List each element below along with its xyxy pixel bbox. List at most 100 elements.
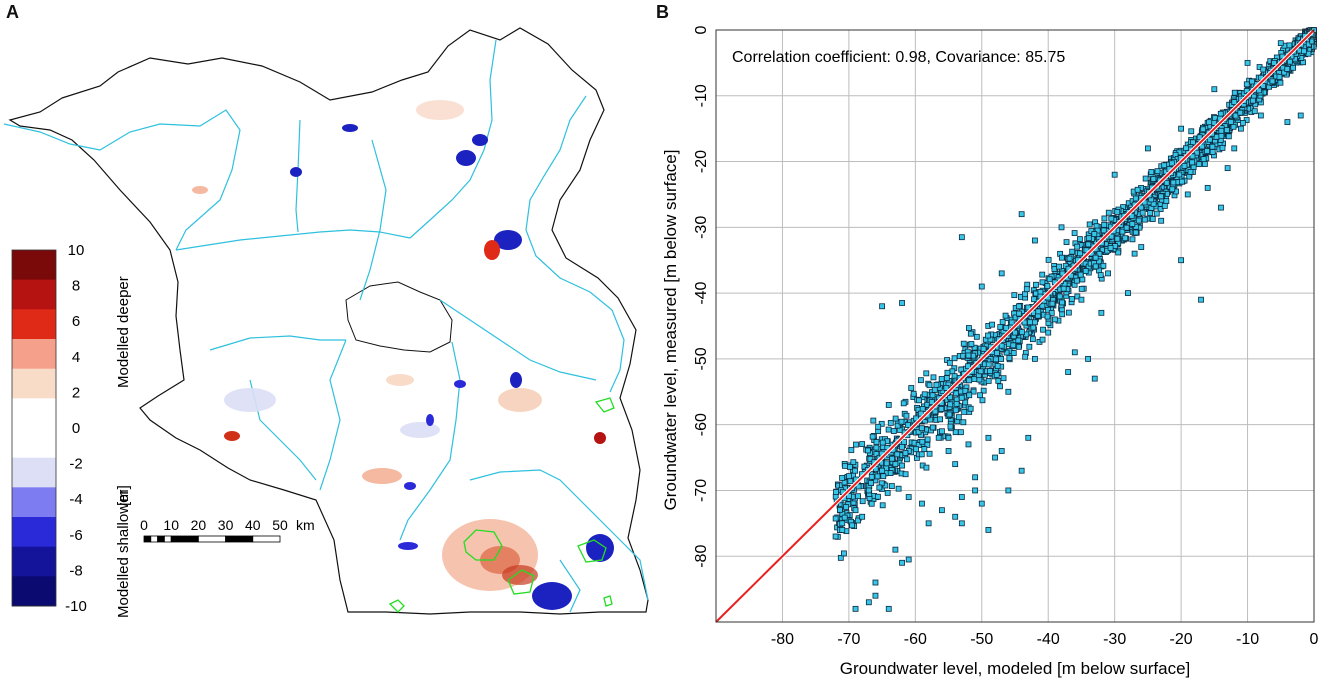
data-point <box>870 417 877 424</box>
data-point <box>1277 40 1284 47</box>
y-tick-label: -10 <box>693 84 710 107</box>
data-point <box>994 350 1000 356</box>
data-point <box>1046 276 1053 283</box>
data-point <box>1058 254 1065 261</box>
data-point <box>989 321 995 328</box>
data-point <box>913 446 920 453</box>
data-point <box>1224 165 1231 172</box>
data-point <box>1187 169 1194 175</box>
colorbar-swatch <box>12 517 56 548</box>
data-point <box>947 423 954 430</box>
data-point <box>1225 133 1232 140</box>
data-point <box>1249 97 1256 104</box>
data-point <box>921 446 928 452</box>
data-point <box>1078 285 1085 292</box>
data-point <box>931 386 938 393</box>
colorbar-swatch <box>12 487 56 518</box>
data-point <box>1206 119 1213 126</box>
data-point <box>946 359 953 366</box>
data-point <box>1163 179 1170 186</box>
data-point <box>908 385 915 391</box>
data-point <box>1023 286 1030 293</box>
shallower-patch <box>454 380 466 388</box>
data-point <box>924 441 931 448</box>
data-point <box>1189 159 1196 166</box>
data-point <box>1201 161 1208 167</box>
y-tick-label: -50 <box>693 347 710 370</box>
deeper-patch <box>498 388 542 412</box>
data-point <box>855 517 861 524</box>
data-point <box>1096 250 1103 257</box>
data-point <box>998 356 1005 362</box>
colorbar-swatch <box>12 457 56 488</box>
data-point <box>852 467 859 474</box>
shallower-patch <box>426 414 434 426</box>
data-point <box>1141 216 1148 223</box>
scale-bar-tick: 10 <box>163 517 179 533</box>
data-point <box>1189 153 1196 160</box>
data-point <box>1142 175 1149 182</box>
data-point <box>918 425 925 432</box>
data-point <box>1091 375 1098 382</box>
data-point <box>946 411 953 418</box>
data-point <box>899 559 905 566</box>
data-point <box>1196 134 1203 141</box>
data-point <box>1065 309 1072 316</box>
data-point <box>947 401 954 408</box>
data-point <box>1181 163 1188 169</box>
data-point <box>1059 311 1066 318</box>
data-point <box>985 527 992 533</box>
data-point <box>980 345 987 352</box>
data-point <box>1204 184 1211 191</box>
data-point <box>932 408 939 415</box>
data-point <box>832 515 839 522</box>
shallower-patch <box>398 542 418 550</box>
data-point <box>1026 343 1033 350</box>
data-point <box>1190 164 1197 171</box>
data-point <box>973 333 980 340</box>
data-point <box>868 500 875 507</box>
data-point <box>1309 38 1316 45</box>
data-point <box>1301 48 1307 55</box>
data-point <box>972 474 979 481</box>
data-point <box>994 363 1001 369</box>
data-point <box>1068 296 1075 302</box>
legend-label-shallower: Modelled shallower <box>115 490 132 618</box>
data-point <box>900 400 907 407</box>
data-point <box>868 480 875 486</box>
data-point <box>848 447 855 453</box>
data-point <box>1129 221 1136 227</box>
y-axis-label: Groundwater level, measured [m below sur… <box>661 150 680 511</box>
data-point <box>1260 66 1267 73</box>
data-point <box>839 475 845 481</box>
data-point <box>997 383 1003 390</box>
data-point <box>1238 125 1244 132</box>
data-point <box>999 319 1006 325</box>
data-point <box>1231 89 1238 96</box>
difference-patches <box>192 100 614 610</box>
colorbar-swatch <box>12 279 56 310</box>
river <box>209 335 346 351</box>
shallower-patch <box>404 482 416 490</box>
data-point <box>1039 279 1046 286</box>
colorbar-tick-label: 6 <box>72 313 80 330</box>
data-point <box>832 533 839 540</box>
data-point <box>1161 162 1168 169</box>
data-point <box>957 429 964 436</box>
data-point <box>1045 256 1052 263</box>
data-point <box>952 461 959 468</box>
data-point <box>1048 309 1055 316</box>
data-point <box>1198 296 1204 303</box>
data-point <box>1251 108 1258 115</box>
data-point <box>953 390 959 397</box>
data-point <box>1018 211 1025 218</box>
colorbar <box>11 249 57 607</box>
data-point <box>939 428 945 435</box>
data-point <box>892 546 899 553</box>
data-point <box>852 605 859 612</box>
data-point <box>965 441 972 448</box>
data-point <box>872 592 879 599</box>
data-point <box>1101 215 1108 222</box>
river <box>359 139 387 301</box>
